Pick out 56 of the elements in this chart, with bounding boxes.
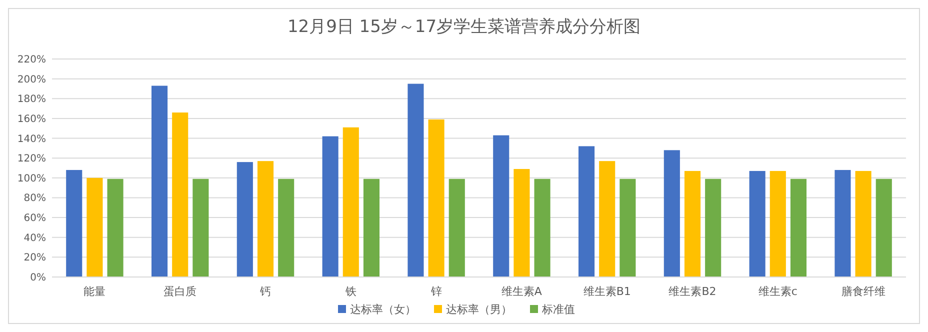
bar	[236, 162, 253, 277]
bar	[408, 84, 424, 277]
bar	[534, 178, 550, 277]
y-tick-label: 200%	[17, 74, 46, 86]
bar	[855, 170, 872, 277]
x-tick-label: 维生素c	[758, 285, 798, 298]
x-tick-label: 维生素A	[501, 285, 542, 298]
bar	[257, 161, 274, 277]
legend-label: 标准值	[541, 302, 575, 316]
bar	[192, 178, 209, 277]
y-tick-label: 120%	[17, 154, 46, 165]
bar	[749, 170, 766, 277]
x-tick-label: 钙	[259, 285, 271, 298]
bar	[151, 86, 168, 277]
bar	[66, 170, 82, 277]
bar	[428, 119, 444, 277]
y-tick-label: 140%	[17, 134, 46, 145]
x-tick-label: 铁	[344, 285, 356, 298]
x-tick-label: 锌	[430, 285, 442, 298]
y-tick-label: 40%	[24, 232, 46, 244]
bar	[86, 178, 103, 277]
chart-title: 12月9日 15岁～17岁学生菜谱营养成分分析图	[287, 17, 641, 37]
bar	[278, 178, 294, 277]
bar	[363, 178, 380, 277]
legend-label: 达标率（男）	[446, 302, 512, 316]
bar	[172, 112, 188, 277]
x-tick-label: 维生素B1	[583, 285, 631, 298]
y-tick-label: 20%	[24, 252, 46, 264]
bar	[107, 178, 124, 277]
bar	[790, 178, 807, 277]
x-tick-label: 能量	[84, 285, 106, 298]
y-tick-label: 60%	[24, 213, 46, 224]
bar	[770, 170, 786, 277]
x-tick-label: 膳食纤维	[841, 285, 886, 298]
bar	[599, 161, 616, 277]
legend-label: 达标率（女）	[350, 302, 416, 316]
bar	[578, 146, 595, 277]
y-tick-label: 100%	[17, 173, 46, 184]
bar	[664, 150, 680, 277]
y-tick-label: 0%	[30, 272, 46, 284]
y-tick-label: 80%	[24, 193, 46, 204]
bar	[620, 178, 636, 277]
bar	[705, 178, 722, 277]
bar	[876, 178, 892, 277]
bar	[493, 135, 510, 277]
bar	[834, 170, 851, 277]
bar	[684, 170, 701, 277]
bar	[448, 178, 465, 277]
y-tick-label: 160%	[17, 114, 46, 125]
bar	[342, 127, 359, 277]
x-tick-label: 蛋白质	[164, 285, 197, 298]
y-tick-label: 220%	[17, 54, 46, 66]
y-tick-label: 180%	[17, 94, 46, 106]
bar	[322, 136, 338, 277]
bar	[514, 168, 530, 277]
x-tick-label: 维生素B2	[668, 285, 716, 298]
